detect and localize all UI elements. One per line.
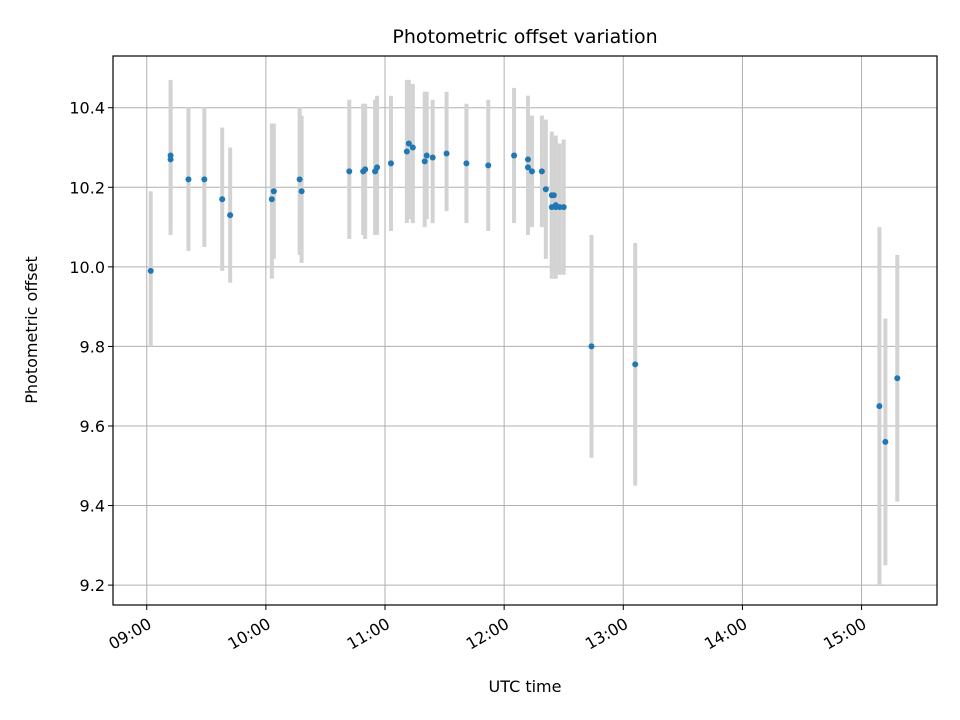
data-point — [538, 168, 545, 175]
y-tick-label: 9.2 — [80, 576, 105, 595]
data-point — [296, 176, 303, 183]
data-point — [463, 160, 470, 167]
grid — [113, 56, 937, 605]
data-point — [298, 188, 305, 195]
data-point — [524, 164, 531, 171]
data-point — [560, 204, 567, 211]
data-point — [403, 148, 410, 155]
y-tick-label: 10.0 — [69, 258, 105, 277]
data-point — [346, 168, 353, 175]
data-point — [405, 140, 412, 147]
data-point — [550, 192, 557, 199]
data-point — [147, 267, 154, 274]
y-tick-label: 10.2 — [69, 178, 105, 197]
data-point — [485, 162, 492, 169]
data-point — [268, 196, 275, 203]
data-point — [374, 164, 381, 171]
data-point — [167, 156, 174, 163]
data-point — [227, 212, 234, 219]
data-point — [219, 196, 226, 203]
data-point — [524, 156, 531, 163]
x-axis-title: UTC time — [489, 677, 562, 696]
data-point — [387, 160, 394, 167]
y-axis-ticks: 9.2 9.4 9.6 9.8 10.0 10.2 10.4 — [69, 99, 113, 595]
data-point — [443, 150, 450, 157]
data-point — [409, 144, 416, 151]
data-point — [882, 438, 889, 445]
data-point — [185, 176, 192, 183]
data-point — [632, 361, 639, 368]
y-axis-title: Photometric offset — [22, 256, 41, 404]
data-point — [894, 375, 901, 382]
data-point — [362, 166, 369, 173]
data-point — [588, 343, 595, 350]
y-tick-label: 9.4 — [80, 497, 105, 516]
y-tick-label: 9.8 — [80, 337, 105, 356]
chart-title: Photometric offset variation — [392, 26, 657, 48]
data-point — [421, 158, 428, 165]
data-point — [429, 154, 436, 161]
data-point — [423, 152, 430, 159]
plot-frame — [112, 55, 938, 606]
data-point — [270, 188, 277, 195]
data-point — [201, 176, 208, 183]
y-tick-label: 9.6 — [80, 417, 105, 436]
data-point — [876, 403, 883, 410]
data-point — [542, 186, 549, 193]
y-tick-label: 10.4 — [69, 99, 105, 118]
data-point — [528, 168, 535, 175]
data-point — [511, 152, 518, 159]
data-points — [147, 140, 901, 445]
